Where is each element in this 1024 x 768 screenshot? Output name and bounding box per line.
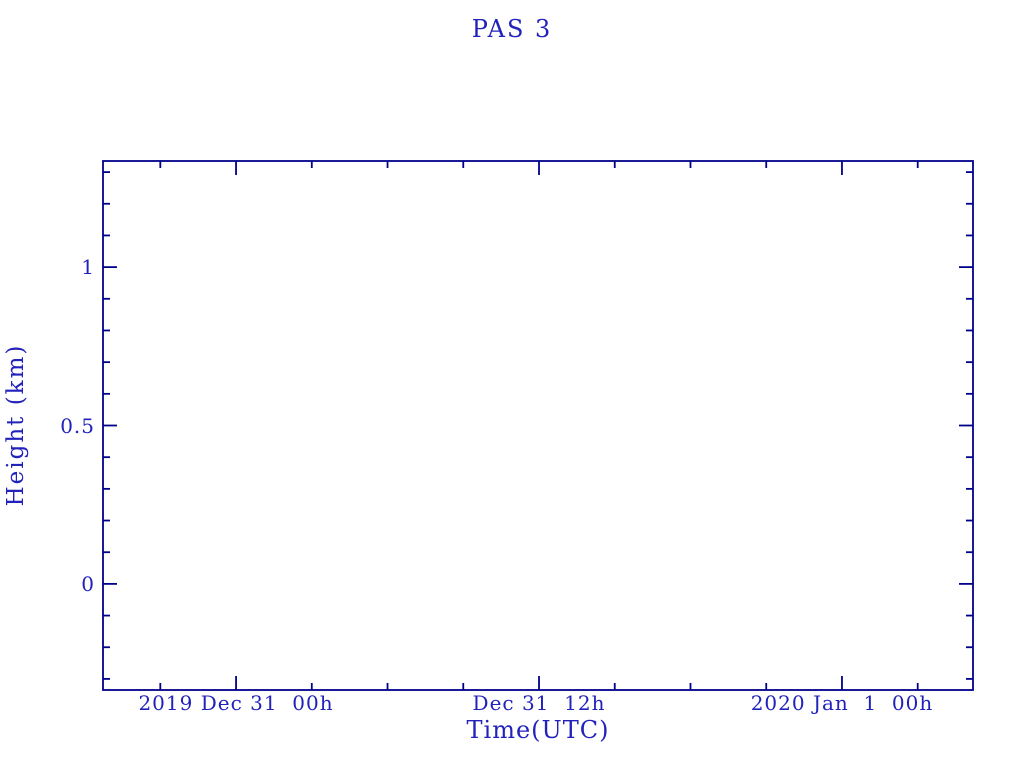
y-tick-label: 1: [81, 255, 95, 280]
x-tick-label: 2019 Dec 31 00h: [138, 691, 334, 715]
x-tick-label: Dec 31 12h: [472, 691, 606, 715]
y-tick-label: 0: [81, 571, 95, 596]
chart-title: PAS 3: [471, 15, 553, 43]
x-tick-label: 2020 Jan 1 00h: [750, 691, 934, 715]
x-axis-label: Time(UTC): [466, 716, 610, 744]
y-tick-label: 0.5: [60, 413, 95, 438]
